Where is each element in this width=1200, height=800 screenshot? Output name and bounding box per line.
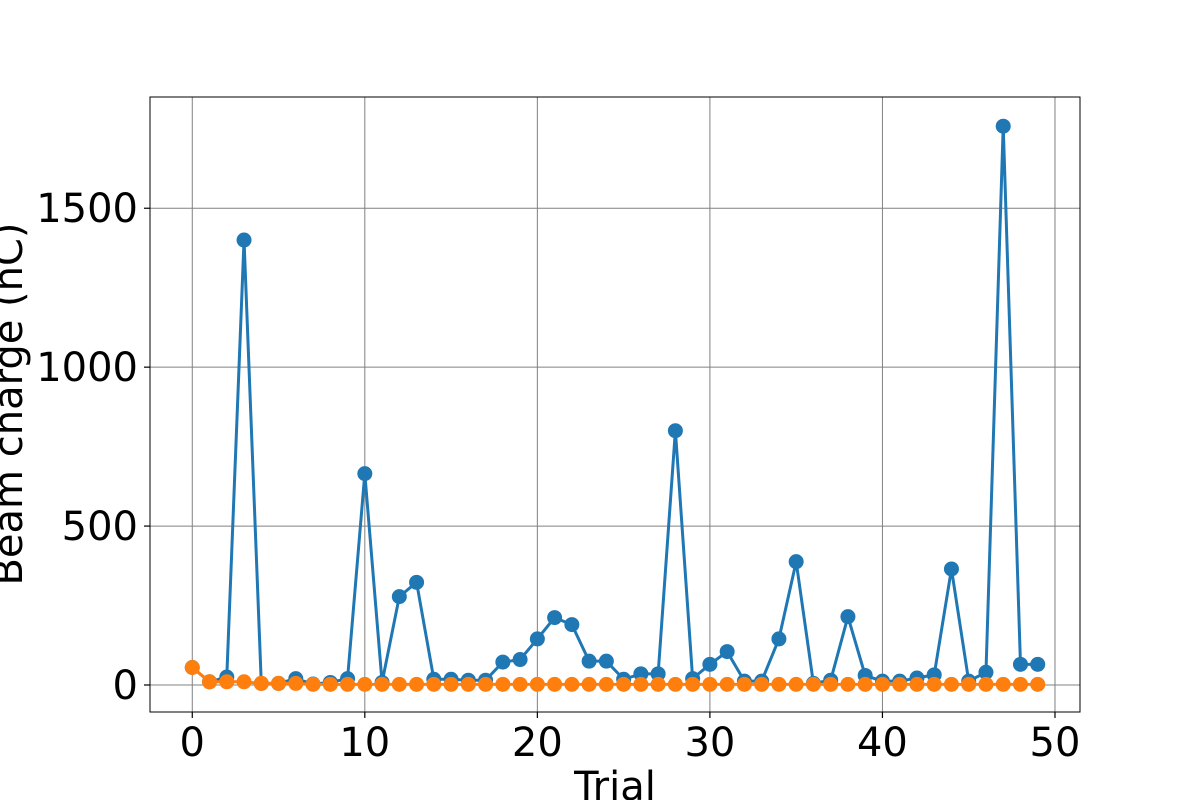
data-point bbox=[650, 666, 666, 682]
data-point bbox=[547, 676, 563, 692]
series-layer bbox=[184, 118, 1046, 692]
data-point bbox=[1030, 676, 1046, 692]
data-point bbox=[857, 676, 873, 692]
data-point bbox=[581, 653, 597, 669]
data-point bbox=[512, 652, 528, 668]
data-point bbox=[598, 676, 614, 692]
data-point bbox=[357, 676, 373, 692]
x-tick-label: 0 bbox=[180, 720, 205, 766]
data-point bbox=[1012, 656, 1028, 672]
data-point bbox=[788, 554, 804, 570]
data-point bbox=[874, 676, 890, 692]
data-point bbox=[633, 666, 649, 682]
data-point bbox=[961, 676, 977, 692]
data-point bbox=[391, 589, 407, 605]
data-point bbox=[840, 676, 856, 692]
data-point bbox=[943, 676, 959, 692]
data-point bbox=[995, 118, 1011, 134]
grid bbox=[150, 97, 1080, 712]
x-tick-label: 50 bbox=[1030, 720, 1081, 766]
data-point bbox=[719, 676, 735, 692]
y-tick-label: 500 bbox=[62, 504, 138, 550]
data-point bbox=[529, 676, 545, 692]
series-line bbox=[191, 124, 1038, 686]
data-point bbox=[650, 676, 666, 692]
y-tick-label: 1000 bbox=[36, 345, 138, 391]
data-point bbox=[409, 574, 425, 590]
data-point bbox=[978, 664, 994, 680]
data-point bbox=[426, 676, 442, 692]
data-point bbox=[495, 654, 511, 670]
data-point bbox=[978, 676, 994, 692]
data-point bbox=[357, 466, 373, 482]
x-tick-label: 20 bbox=[512, 720, 563, 766]
data-point bbox=[823, 676, 839, 692]
data-point bbox=[322, 676, 338, 692]
data-point bbox=[909, 676, 925, 692]
data-point bbox=[236, 674, 252, 690]
data-point bbox=[840, 609, 856, 625]
data-point bbox=[581, 676, 597, 692]
series-2 bbox=[184, 660, 1046, 692]
x-tick-label: 10 bbox=[339, 720, 390, 766]
data-point bbox=[667, 423, 683, 439]
data-point bbox=[547, 610, 563, 626]
data-point bbox=[771, 676, 787, 692]
data-point bbox=[702, 656, 718, 672]
data-point bbox=[391, 676, 407, 692]
x-tick-label: 30 bbox=[684, 720, 735, 766]
data-point bbox=[892, 676, 908, 692]
data-point bbox=[288, 675, 304, 691]
series-1 bbox=[184, 118, 1046, 692]
y-tick-label: 1500 bbox=[36, 186, 138, 232]
data-point bbox=[702, 676, 718, 692]
data-point bbox=[460, 676, 476, 692]
data-point bbox=[340, 676, 356, 692]
data-point bbox=[995, 676, 1011, 692]
data-point bbox=[271, 675, 287, 691]
data-point bbox=[564, 617, 580, 633]
data-point bbox=[253, 675, 269, 691]
data-point bbox=[184, 660, 200, 676]
data-point bbox=[305, 676, 321, 692]
data-point bbox=[409, 676, 425, 692]
data-point bbox=[685, 676, 701, 692]
data-point bbox=[926, 676, 942, 692]
data-point bbox=[478, 676, 494, 692]
x-axis-title: Trial bbox=[573, 764, 656, 800]
data-point bbox=[598, 653, 614, 669]
data-point bbox=[771, 631, 787, 647]
data-point bbox=[805, 676, 821, 692]
data-point bbox=[443, 676, 459, 692]
data-point bbox=[236, 232, 252, 248]
data-point bbox=[564, 676, 580, 692]
data-point bbox=[495, 676, 511, 692]
data-point bbox=[512, 676, 528, 692]
data-point bbox=[374, 676, 390, 692]
plot-frame bbox=[149, 96, 1081, 713]
y-axis-title: Beam charge (nC) bbox=[0, 222, 32, 585]
x-tick-label: 40 bbox=[857, 720, 908, 766]
data-point bbox=[1030, 656, 1046, 672]
data-point bbox=[788, 676, 804, 692]
data-point bbox=[943, 561, 959, 577]
data-point bbox=[754, 676, 770, 692]
data-point bbox=[719, 644, 735, 660]
data-point bbox=[667, 676, 683, 692]
data-point bbox=[529, 631, 545, 647]
data-point bbox=[616, 676, 632, 692]
data-point bbox=[219, 674, 235, 690]
data-point bbox=[633, 676, 649, 692]
data-point bbox=[736, 676, 752, 692]
data-point bbox=[202, 674, 218, 690]
y-tick-label: 0 bbox=[113, 663, 138, 709]
data-point bbox=[1012, 676, 1028, 692]
